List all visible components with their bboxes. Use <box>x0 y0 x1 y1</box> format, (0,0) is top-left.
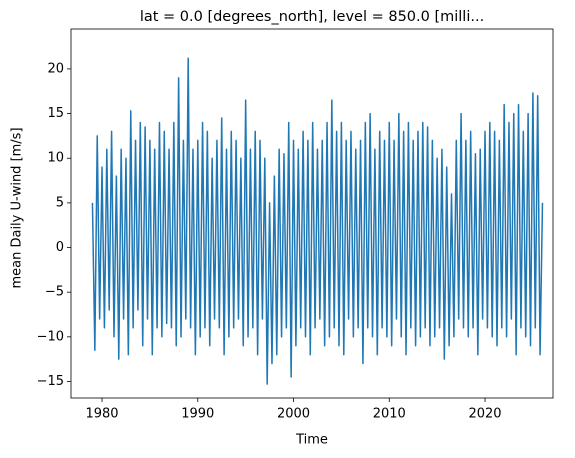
y-tick-label: −15 <box>37 374 64 389</box>
data-line <box>91 57 544 385</box>
y-tick-label: 10 <box>47 151 64 166</box>
x-tick-label: 2020 <box>468 407 501 422</box>
x-tick-label: 2010 <box>373 407 406 422</box>
x-tick-label: 2000 <box>277 407 310 422</box>
chart-title: lat = 0.0 [degrees_north], level = 850.0… <box>140 9 484 25</box>
y-tick-label: 15 <box>47 106 64 121</box>
y-tick-label: −10 <box>37 329 64 344</box>
y-axis-label: mean Daily U-wind [m/s] <box>10 127 25 288</box>
x-axis-label: Time <box>295 433 328 448</box>
y-tick-label: −5 <box>45 285 64 300</box>
y-tick-label: 0 <box>56 240 64 255</box>
y-tick-label: 5 <box>56 195 64 210</box>
x-tick-label: 1980 <box>85 407 118 422</box>
plot-frame <box>70 28 554 399</box>
y-tick-label: 20 <box>47 61 64 76</box>
x-tick-label: 1990 <box>181 407 214 422</box>
